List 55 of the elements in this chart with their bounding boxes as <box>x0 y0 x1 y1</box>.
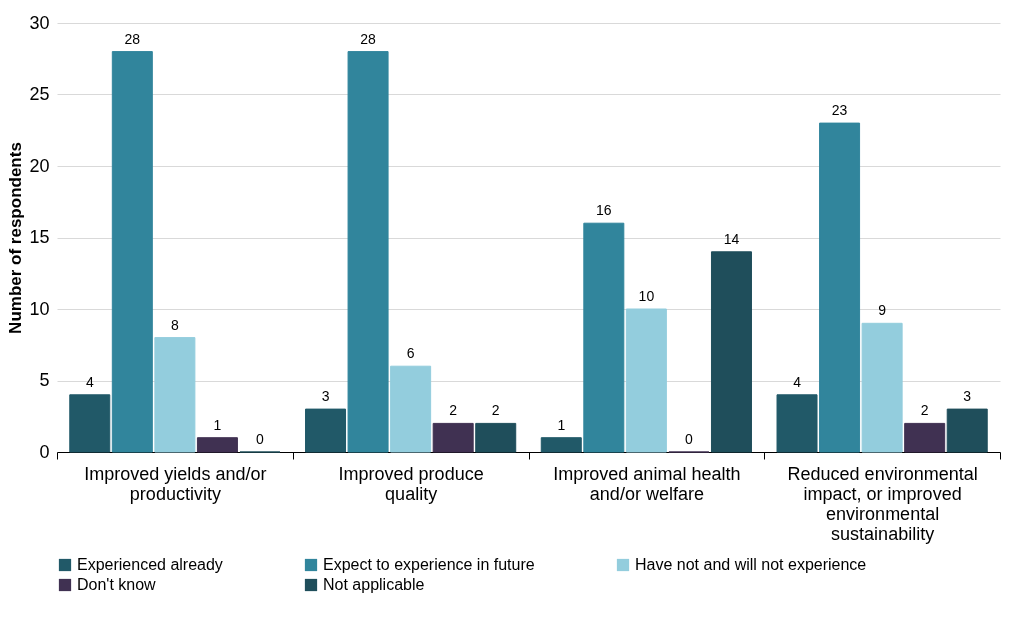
bar <box>776 394 818 453</box>
bar <box>904 422 946 453</box>
data-label: 28 <box>360 30 377 47</box>
bar <box>69 394 111 453</box>
data-label: 0 <box>685 431 694 447</box>
data-label: 1 <box>213 416 222 433</box>
data-label: 28 <box>124 30 141 47</box>
data-label: 4 <box>793 373 802 390</box>
data-label: 6 <box>406 345 415 362</box>
data-label: 8 <box>170 316 179 333</box>
data-label: 4 <box>85 373 94 390</box>
bar <box>390 365 432 453</box>
data-label: 2 <box>920 402 929 419</box>
data-label: 3 <box>321 388 330 405</box>
bar <box>710 251 752 453</box>
data-label: 1 <box>557 416 566 433</box>
data-label: 14 <box>723 230 740 247</box>
x-tick-label: Improved yields and/or productivity <box>84 463 267 504</box>
bar <box>475 422 517 453</box>
data-label: 10 <box>638 288 655 304</box>
x-tick-label: Improved animal health and/or welfare <box>553 463 741 504</box>
bar <box>347 51 389 453</box>
bar <box>111 51 153 453</box>
data-label: 9 <box>878 302 887 319</box>
y-tick-label: 10 <box>29 298 50 319</box>
bar <box>625 308 667 453</box>
y-tick-label: 15 <box>29 227 50 247</box>
data-label: 16 <box>596 202 612 219</box>
data-label: 0 <box>256 431 265 447</box>
legend-label: Have not and will not experience <box>635 556 867 573</box>
data-label: 3 <box>963 388 972 405</box>
y-axis-title: Number of respondents <box>6 142 26 334</box>
bar <box>154 337 196 453</box>
bar <box>196 437 238 453</box>
y-tick-label: 5 <box>39 370 50 390</box>
bar <box>861 322 903 453</box>
legend-label: Not applicable <box>323 576 425 593</box>
bar <box>583 222 625 453</box>
bar <box>432 422 474 453</box>
legend-label: Don't know <box>77 576 157 593</box>
bar <box>946 408 988 453</box>
x-tick-label: Reduced environmental impact, or improved environmental sustainability <box>787 463 978 544</box>
data-label: 2 <box>491 402 500 419</box>
data-label: 2 <box>449 402 458 419</box>
legend-label: Expect to experience in future <box>323 556 535 573</box>
legend-label: Experienced already <box>77 556 223 573</box>
y-tick-label: 25 <box>29 84 50 104</box>
y-tick-label: 0 <box>39 441 50 462</box>
x-tick-label: Improved produce quality <box>338 463 484 504</box>
data-label: 23 <box>831 102 848 119</box>
bar <box>819 122 861 453</box>
bar <box>305 408 347 453</box>
y-tick-label: 30 <box>29 12 50 33</box>
bar <box>540 437 582 453</box>
y-tick-label: 20 <box>29 155 50 176</box>
